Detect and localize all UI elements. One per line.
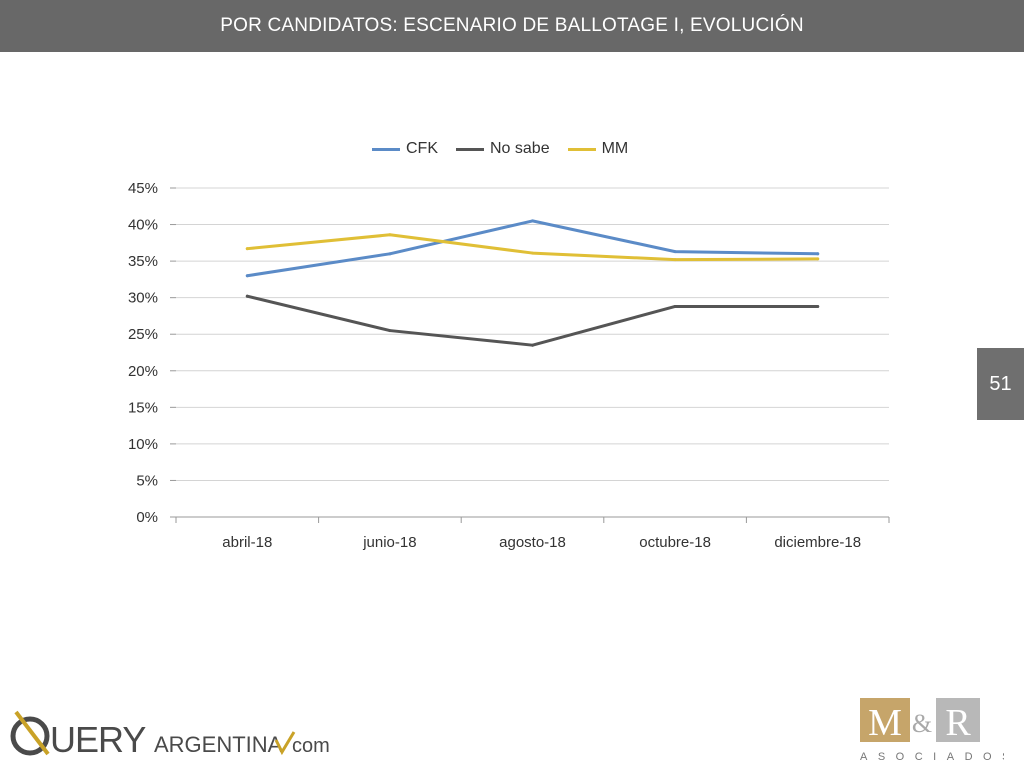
data-point-mm <box>673 258 677 262</box>
data-point-cfk <box>816 252 820 256</box>
page-number: 51 <box>989 372 1012 395</box>
data-point-mm <box>245 247 249 251</box>
y-tick-label: 5% <box>136 472 158 489</box>
legend-item-no-sabe: No sabe <box>456 140 550 158</box>
line-chart: 0% 5% 10% 15% 20% 25% 30% 35% 40% 45% abril-18 juni… <box>128 180 890 551</box>
data-point-cfk <box>388 252 392 256</box>
y-tick-label: 30% <box>128 290 158 307</box>
data-point-no-sabe <box>531 343 534 347</box>
data-point-mm <box>388 233 392 237</box>
svg-text:ARGENTINA: ARGENTINA <box>154 732 283 757</box>
legend-item-mm: MM <box>567 140 629 158</box>
data-point-mm <box>531 251 534 255</box>
legend-label-cfk: CFK <box>406 140 438 157</box>
x-tick-label: agosto-18 <box>499 534 566 551</box>
data-point-no-sabe <box>673 304 677 308</box>
svg-text:ASOCIADOS: ASOCIADOS <box>860 751 1004 763</box>
svg-text:R: R <box>945 702 971 744</box>
mr-asociados-logo: M & R ASOCIADOS <box>860 698 1009 764</box>
y-tick-label: 10% <box>128 436 158 453</box>
chart-legend: CFK No sabe MM <box>372 138 628 160</box>
y-tick-label: 0% <box>136 509 158 526</box>
data-point-cfk <box>245 274 249 278</box>
legend-label-no-sabe: No sabe <box>490 140 550 157</box>
legend-swatch-cfk <box>372 147 400 151</box>
svg-text:UERY: UERY <box>50 719 146 760</box>
series-line-no-sabe <box>245 294 820 347</box>
legend-swatch-no-sabe <box>456 147 484 151</box>
page-title: POR CANDIDATOS: ESCENARIO DE BALLOTAGE I… <box>220 15 804 36</box>
data-point-no-sabe <box>245 294 249 298</box>
page-number-badge: 51 <box>977 348 1024 420</box>
y-tick-label: 45% <box>128 180 158 197</box>
query-argentina-logo: UERY ARGENTINA com <box>8 700 338 760</box>
y-tick-label: 35% <box>128 253 158 270</box>
series-line-mm <box>245 233 820 262</box>
data-point-no-sabe <box>388 329 392 333</box>
y-tick-label: 25% <box>128 326 158 343</box>
query-argentina-logo-mark: UERY ARGENTINA com <box>10 710 330 760</box>
x-tick-label: abril-18 <box>222 534 272 551</box>
data-point-no-sabe <box>816 304 820 308</box>
series-line-cfk <box>245 219 820 278</box>
header-bar: POR CANDIDATOS: ESCENARIO DE BALLOTAGE I… <box>0 0 1024 52</box>
x-tick-label: junio-18 <box>362 534 416 551</box>
svg-text:com: com <box>292 735 330 757</box>
legend-swatch-mm <box>567 147 596 151</box>
legend-item-cfk: CFK <box>372 140 438 158</box>
x-tick-label: octubre-18 <box>639 534 711 551</box>
data-point-cfk <box>531 219 534 223</box>
mr-asociados-logo-mark: M & R ASOCIADOS <box>860 698 1009 763</box>
svg-text:&: & <box>912 709 932 738</box>
svg-text:M: M <box>868 702 902 744</box>
y-tick-label: 40% <box>128 217 158 234</box>
y-tick-label: 20% <box>128 363 158 380</box>
x-tick-label: diciembre-18 <box>774 534 861 551</box>
y-tick-label: 15% <box>128 399 158 416</box>
legend-label-mm: MM <box>601 140 629 157</box>
data-point-mm <box>816 257 820 261</box>
data-point-cfk <box>673 250 677 254</box>
